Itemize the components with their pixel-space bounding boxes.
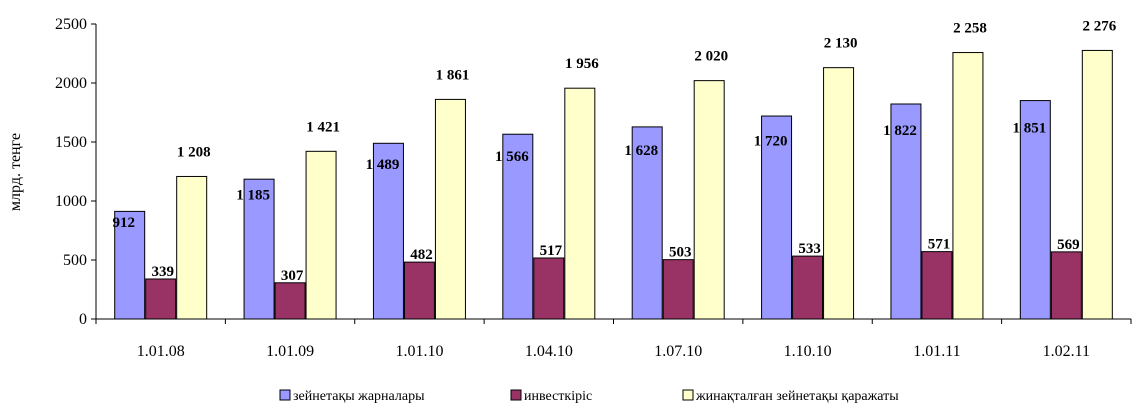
data-label: 2 020	[694, 49, 728, 65]
data-label: 2 258	[953, 21, 987, 37]
data-label: 503	[669, 245, 692, 261]
bar	[305, 150, 337, 320]
legend-label: инвесткіріс	[524, 389, 592, 404]
bar	[761, 115, 793, 320]
y-tick-label: 2500	[55, 16, 87, 33]
data-label: 571	[928, 237, 951, 253]
bar	[434, 98, 466, 320]
data-label: 1 822	[883, 123, 917, 139]
legend: зейнетақы жарналары инвесткіріс жинақталға…	[279, 389, 899, 404]
x-tick-label: 1.07.10	[654, 343, 702, 360]
legend-swatch	[682, 389, 694, 401]
bar	[1050, 251, 1082, 320]
bar	[564, 87, 596, 320]
bar	[145, 278, 177, 320]
y-axis-title: млрд. теңге	[7, 133, 24, 211]
y-tick-label: 1000	[55, 193, 87, 210]
data-label: 1 956	[565, 56, 599, 72]
data-label: 1 421	[306, 119, 340, 135]
data-label: 2 276	[1082, 18, 1116, 34]
data-label: 1 185	[236, 187, 270, 203]
data-labels: 912 1 185 1 489 1 566 1 628 1 720 1 822 1 851 33…	[112, 18, 1116, 283]
x-tick-label: 1.01.11	[913, 343, 960, 360]
data-label: 1 208	[177, 144, 211, 160]
bar	[890, 103, 922, 320]
bar	[502, 133, 534, 320]
data-label: 569	[1057, 237, 1080, 253]
bar	[631, 126, 663, 320]
legend-label: жинақталған зейнетақы қаражаты	[695, 389, 899, 404]
data-label: 1 861	[436, 67, 470, 83]
data-label: 2 130	[824, 36, 858, 52]
bar	[372, 142, 404, 320]
x-tick-label: 1.01.10	[395, 343, 443, 360]
bars	[114, 49, 1113, 320]
data-label: 517	[540, 243, 563, 259]
bar	[533, 257, 565, 320]
data-label: 307	[281, 268, 304, 284]
bar	[952, 52, 984, 320]
x-tick-label: 1.02.11	[1043, 343, 1090, 360]
legend-swatch	[510, 389, 522, 401]
bar	[243, 178, 275, 320]
data-label: 533	[798, 241, 821, 257]
x-tick-label: 1.04.10	[525, 343, 573, 360]
bar	[1081, 49, 1113, 320]
y-tick-label: 2000	[55, 75, 87, 92]
data-label: 1 566	[495, 149, 529, 165]
y-tick-label: 1500	[55, 134, 87, 151]
bar	[1019, 100, 1051, 320]
bar	[114, 210, 146, 320]
data-label: 912	[112, 215, 135, 231]
bar	[921, 251, 953, 320]
bar	[176, 175, 208, 320]
bar	[823, 67, 855, 320]
data-label: 482	[410, 247, 433, 263]
x-tick-label: 1.01.08	[137, 343, 185, 360]
y-tick-label: 0	[79, 311, 87, 328]
bar	[662, 259, 694, 320]
x-tick-label: 1.01.09	[266, 343, 314, 360]
bar	[792, 255, 824, 320]
y-tick-label: 500	[63, 252, 87, 269]
data-label: 1 628	[624, 143, 658, 159]
data-label: 339	[151, 264, 174, 280]
bar	[274, 282, 306, 320]
data-label: 1 851	[1012, 120, 1046, 136]
legend-swatch	[279, 389, 291, 401]
data-label: 1 720	[754, 133, 788, 149]
data-label: 1 489	[366, 157, 400, 173]
legend-label: зейнетақы жарналары	[293, 389, 425, 404]
axes: 0 500 1000 1500 2000 2500 1.01.08 1.01.09 1.01.1…	[55, 16, 1132, 360]
bar	[693, 80, 725, 320]
bar	[403, 261, 435, 320]
x-tick-label: 1.10.10	[784, 343, 832, 360]
